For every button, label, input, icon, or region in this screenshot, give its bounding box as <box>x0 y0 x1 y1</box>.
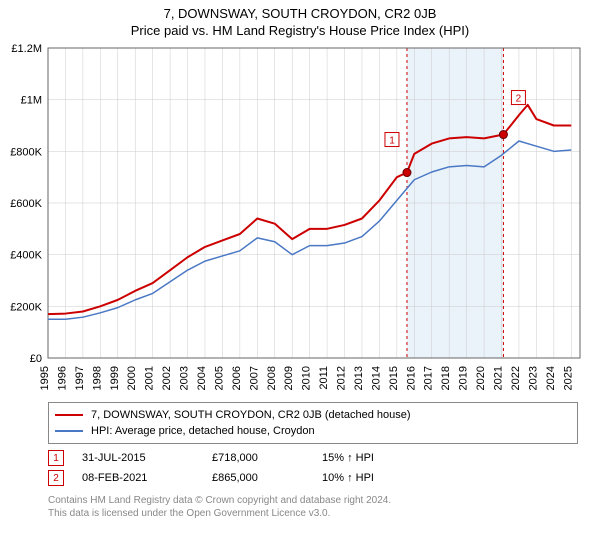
svg-text:2004: 2004 <box>196 366 208 390</box>
svg-text:2005: 2005 <box>213 366 225 390</box>
transaction-price-1: £865,000 <box>212 472 322 484</box>
svg-text:2018: 2018 <box>440 366 452 390</box>
svg-text:2020: 2020 <box>475 366 487 390</box>
svg-text:2024: 2024 <box>545 366 557 390</box>
legend-label-1: HPI: Average price, detached house, Croy… <box>91 425 315 437</box>
legend-item-1: HPI: Average price, detached house, Croy… <box>55 423 571 439</box>
svg-text:2: 2 <box>516 94 522 105</box>
svg-text:1999: 1999 <box>109 366 121 390</box>
svg-text:2016: 2016 <box>405 366 417 390</box>
legend-swatch-0 <box>55 414 83 416</box>
transaction-date-0: 31-JUL-2015 <box>82 452 212 464</box>
transaction-row-0: 1 31-JUL-2015 £718,000 15% ↑ HPI <box>48 448 578 468</box>
svg-text:2002: 2002 <box>161 366 173 390</box>
transaction-price-0: £718,000 <box>212 452 322 464</box>
footer: Contains HM Land Registry data © Crown c… <box>48 494 391 520</box>
svg-text:£600K: £600K <box>10 198 42 210</box>
svg-text:2014: 2014 <box>370 366 382 390</box>
svg-text:£1M: £1M <box>21 95 42 107</box>
legend-swatch-1 <box>55 430 83 432</box>
marker-badge-2: 2 <box>48 470 64 486</box>
svg-text:2001: 2001 <box>144 366 156 390</box>
transactions-table: 1 31-JUL-2015 £718,000 15% ↑ HPI 2 08-FE… <box>48 448 578 488</box>
svg-text:£800K: £800K <box>10 146 42 158</box>
svg-text:2006: 2006 <box>231 366 243 390</box>
svg-text:2021: 2021 <box>493 366 505 390</box>
marker-badge-1: 1 <box>48 450 64 466</box>
svg-text:2011: 2011 <box>318 366 330 390</box>
legend-label-0: 7, DOWNSWAY, SOUTH CROYDON, CR2 0JB (det… <box>91 409 411 421</box>
svg-text:1998: 1998 <box>91 366 103 390</box>
svg-text:1: 1 <box>389 136 395 147</box>
footer-line2: This data is licensed under the Open Gov… <box>48 507 391 520</box>
svg-text:2025: 2025 <box>562 366 574 390</box>
svg-text:2010: 2010 <box>301 366 313 390</box>
chart-container: 7, DOWNSWAY, SOUTH CROYDON, CR2 0JB Pric… <box>0 0 600 560</box>
transaction-row-1: 2 08-FEB-2021 £865,000 10% ↑ HPI <box>48 468 578 488</box>
svg-text:£400K: £400K <box>10 250 42 262</box>
svg-text:2007: 2007 <box>248 366 260 390</box>
transaction-delta-0: 15% ↑ HPI <box>322 452 432 464</box>
svg-text:2008: 2008 <box>266 366 278 390</box>
transaction-date-1: 08-FEB-2021 <box>82 472 212 484</box>
svg-text:2012: 2012 <box>336 366 348 390</box>
legend-item-0: 7, DOWNSWAY, SOUTH CROYDON, CR2 0JB (det… <box>55 407 571 423</box>
svg-text:1995: 1995 <box>39 366 51 390</box>
svg-text:2022: 2022 <box>510 366 522 390</box>
footer-line1: Contains HM Land Registry data © Crown c… <box>48 494 391 507</box>
svg-text:2009: 2009 <box>283 366 295 390</box>
svg-text:2019: 2019 <box>458 366 470 390</box>
svg-text:2003: 2003 <box>179 366 191 390</box>
svg-text:2023: 2023 <box>527 366 539 390</box>
svg-text:2017: 2017 <box>423 366 435 390</box>
svg-text:2015: 2015 <box>388 366 400 390</box>
chart-svg: £0 £200K £400K £600K £800K £1M £1.2M 1995 1996 19… <box>0 0 600 400</box>
svg-text:1996: 1996 <box>56 366 68 390</box>
svg-text:£200K: £200K <box>10 301 42 313</box>
svg-text:£0: £0 <box>30 353 42 365</box>
svg-text:2000: 2000 <box>126 366 138 390</box>
legend: 7, DOWNSWAY, SOUTH CROYDON, CR2 0JB (det… <box>48 402 578 444</box>
svg-text:2013: 2013 <box>353 366 365 390</box>
transaction-delta-1: 10% ↑ HPI <box>322 472 432 484</box>
svg-text:1997: 1997 <box>74 366 86 390</box>
svg-text:£1.2M: £1.2M <box>11 43 42 55</box>
